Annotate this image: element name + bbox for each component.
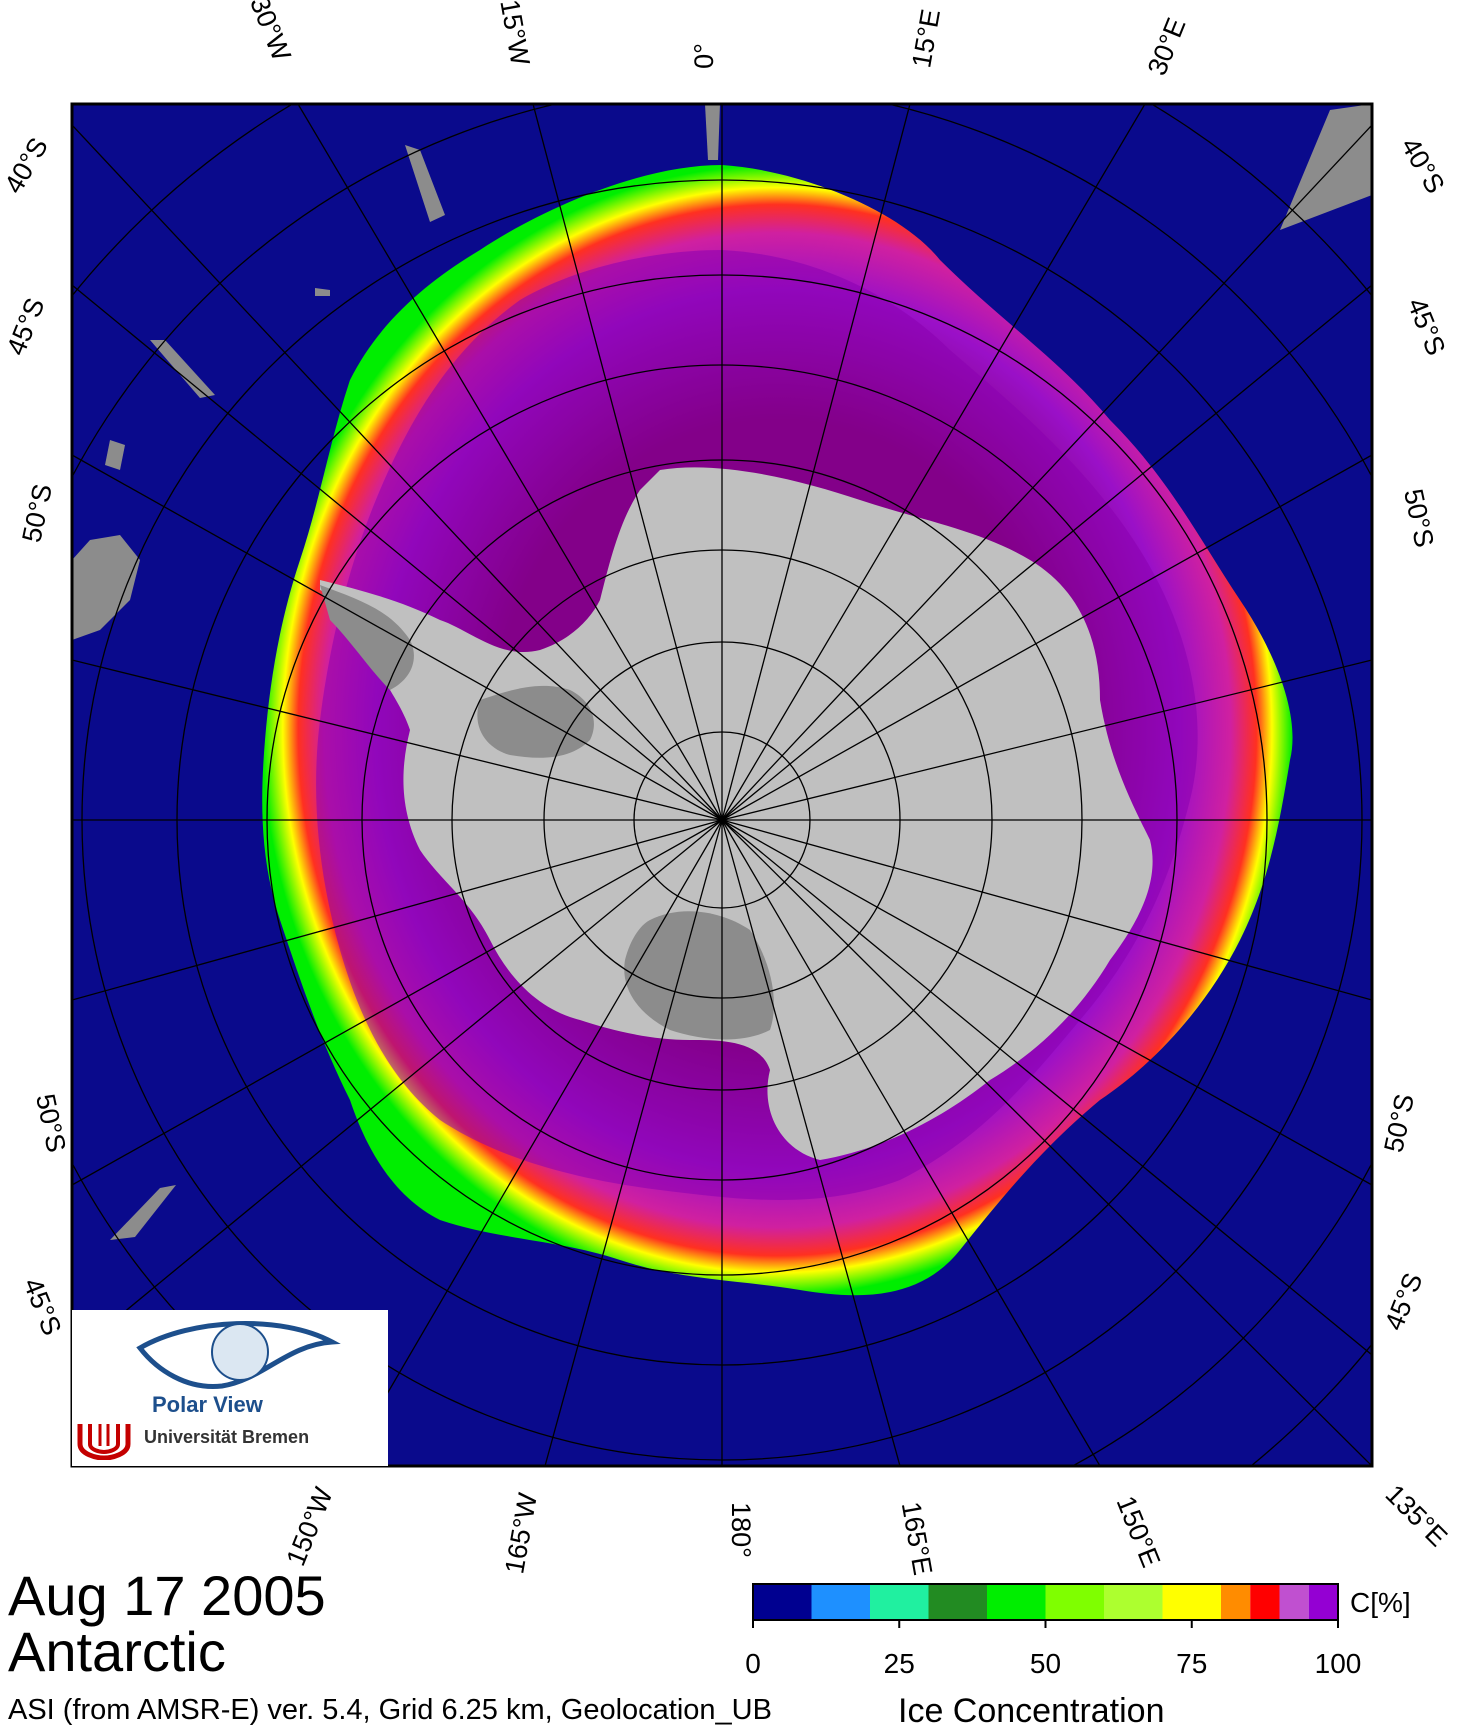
- lon-label-top-30e: 30°E: [1142, 14, 1192, 80]
- lon-label-top-15w: 15°W: [494, 0, 535, 68]
- lon-label-top-0: 0°: [689, 43, 719, 69]
- south-america-tip: [72, 535, 140, 640]
- island-top-center: [705, 104, 720, 160]
- lat-label-left-45s-bottom: 45°S: [17, 1274, 67, 1340]
- island-small: [315, 288, 330, 296]
- colorbar-bin: [753, 1584, 812, 1620]
- island-bottom-left: [110, 1185, 176, 1240]
- colorbar-bin: [870, 1584, 929, 1620]
- colorbar-tick-label: 100: [1314, 1648, 1362, 1679]
- colorbar-bin: [928, 1584, 987, 1620]
- island-sw: [150, 340, 215, 398]
- colorbar-bin: [1045, 1584, 1104, 1620]
- colorbar-tick-label: 0: [745, 1648, 761, 1679]
- lon-label-bottom-165w: 165°W: [499, 1490, 543, 1576]
- map-region: Antarctic: [8, 1620, 226, 1683]
- map-date: Aug 17 2005: [8, 1564, 326, 1627]
- lat-label-right-40s-top: 40°S: [1395, 133, 1450, 199]
- university-emblem-icon: [77, 1424, 131, 1460]
- lat-label-right-45s-bottom: 45°S: [1379, 1269, 1429, 1335]
- polar-view-logo: Polar View Universität Bremen: [72, 1310, 388, 1466]
- lat-label-left-50s-bottom: 50°S: [30, 1091, 72, 1155]
- colorbar-tick-label: 25: [883, 1648, 915, 1679]
- variable-title: Ice Concentration: [898, 1692, 1165, 1730]
- product-description: ASI (from AMSR-E) ver. 5.4, Grid 6.25 km…: [8, 1694, 772, 1726]
- lat-label-right-50s-top: 50°S: [1398, 486, 1440, 550]
- lat-label-left-45s-top: 45°S: [1, 294, 51, 360]
- colorbar-bin: [1279, 1584, 1309, 1620]
- antarctica-land: [320, 467, 1153, 1160]
- lat-label-right-50s-bottom: 50°S: [1378, 1091, 1420, 1155]
- lat-label-left-40s-top: 40°S: [0, 133, 54, 199]
- map-frame: [70, 102, 1374, 1468]
- concentration-colorbar: [752, 1584, 1339, 1628]
- lon-label-bottom-165e: 165°E: [896, 1499, 938, 1577]
- colorbar-bin: [1104, 1584, 1163, 1620]
- lon-label-bottom-180: 180°: [726, 1502, 756, 1558]
- lon-label-top-15e: 15°E: [906, 7, 946, 70]
- logo-title: Polar View: [152, 1392, 263, 1417]
- colorbar-bin: [1221, 1584, 1251, 1620]
- falkland-islands: [105, 440, 125, 470]
- eye-icon: [136, 1320, 341, 1389]
- island-south-georgia: [405, 145, 445, 222]
- weddell-ice-shelf: [477, 685, 594, 758]
- lat-label-left-50s-top: 50°S: [16, 481, 58, 545]
- colorbar-bin: [987, 1584, 1046, 1620]
- colorbar-tick-label: 75: [1176, 1648, 1208, 1679]
- colorbar-frame: [752, 1583, 1339, 1621]
- ross-ice-shelf: [624, 911, 774, 1040]
- lon-label-top-30w: 30°W: [244, 0, 297, 65]
- colorbar-unit-label: C[%]: [1350, 1587, 1411, 1618]
- lon-label-bottom-150w: 150°W: [281, 1483, 339, 1570]
- antarctic-peninsula: [320, 585, 414, 690]
- colorbar-bin: [811, 1584, 870, 1620]
- lon-label-bottom-135e: 135°E: [1380, 1479, 1453, 1552]
- colorbar-tick-label: 50: [1029, 1648, 1062, 1679]
- logo-institution: Universität Bremen: [144, 1427, 310, 1447]
- lon-label-bottom-150e: 150°E: [1111, 1492, 1166, 1572]
- colorbar-bin: [1162, 1584, 1221, 1620]
- lat-label-right-45s-top: 45°S: [1401, 294, 1451, 360]
- graticule: [72, 104, 1372, 1466]
- colorbar-bin: [1250, 1584, 1280, 1620]
- colorbar-bin: [1308, 1584, 1338, 1620]
